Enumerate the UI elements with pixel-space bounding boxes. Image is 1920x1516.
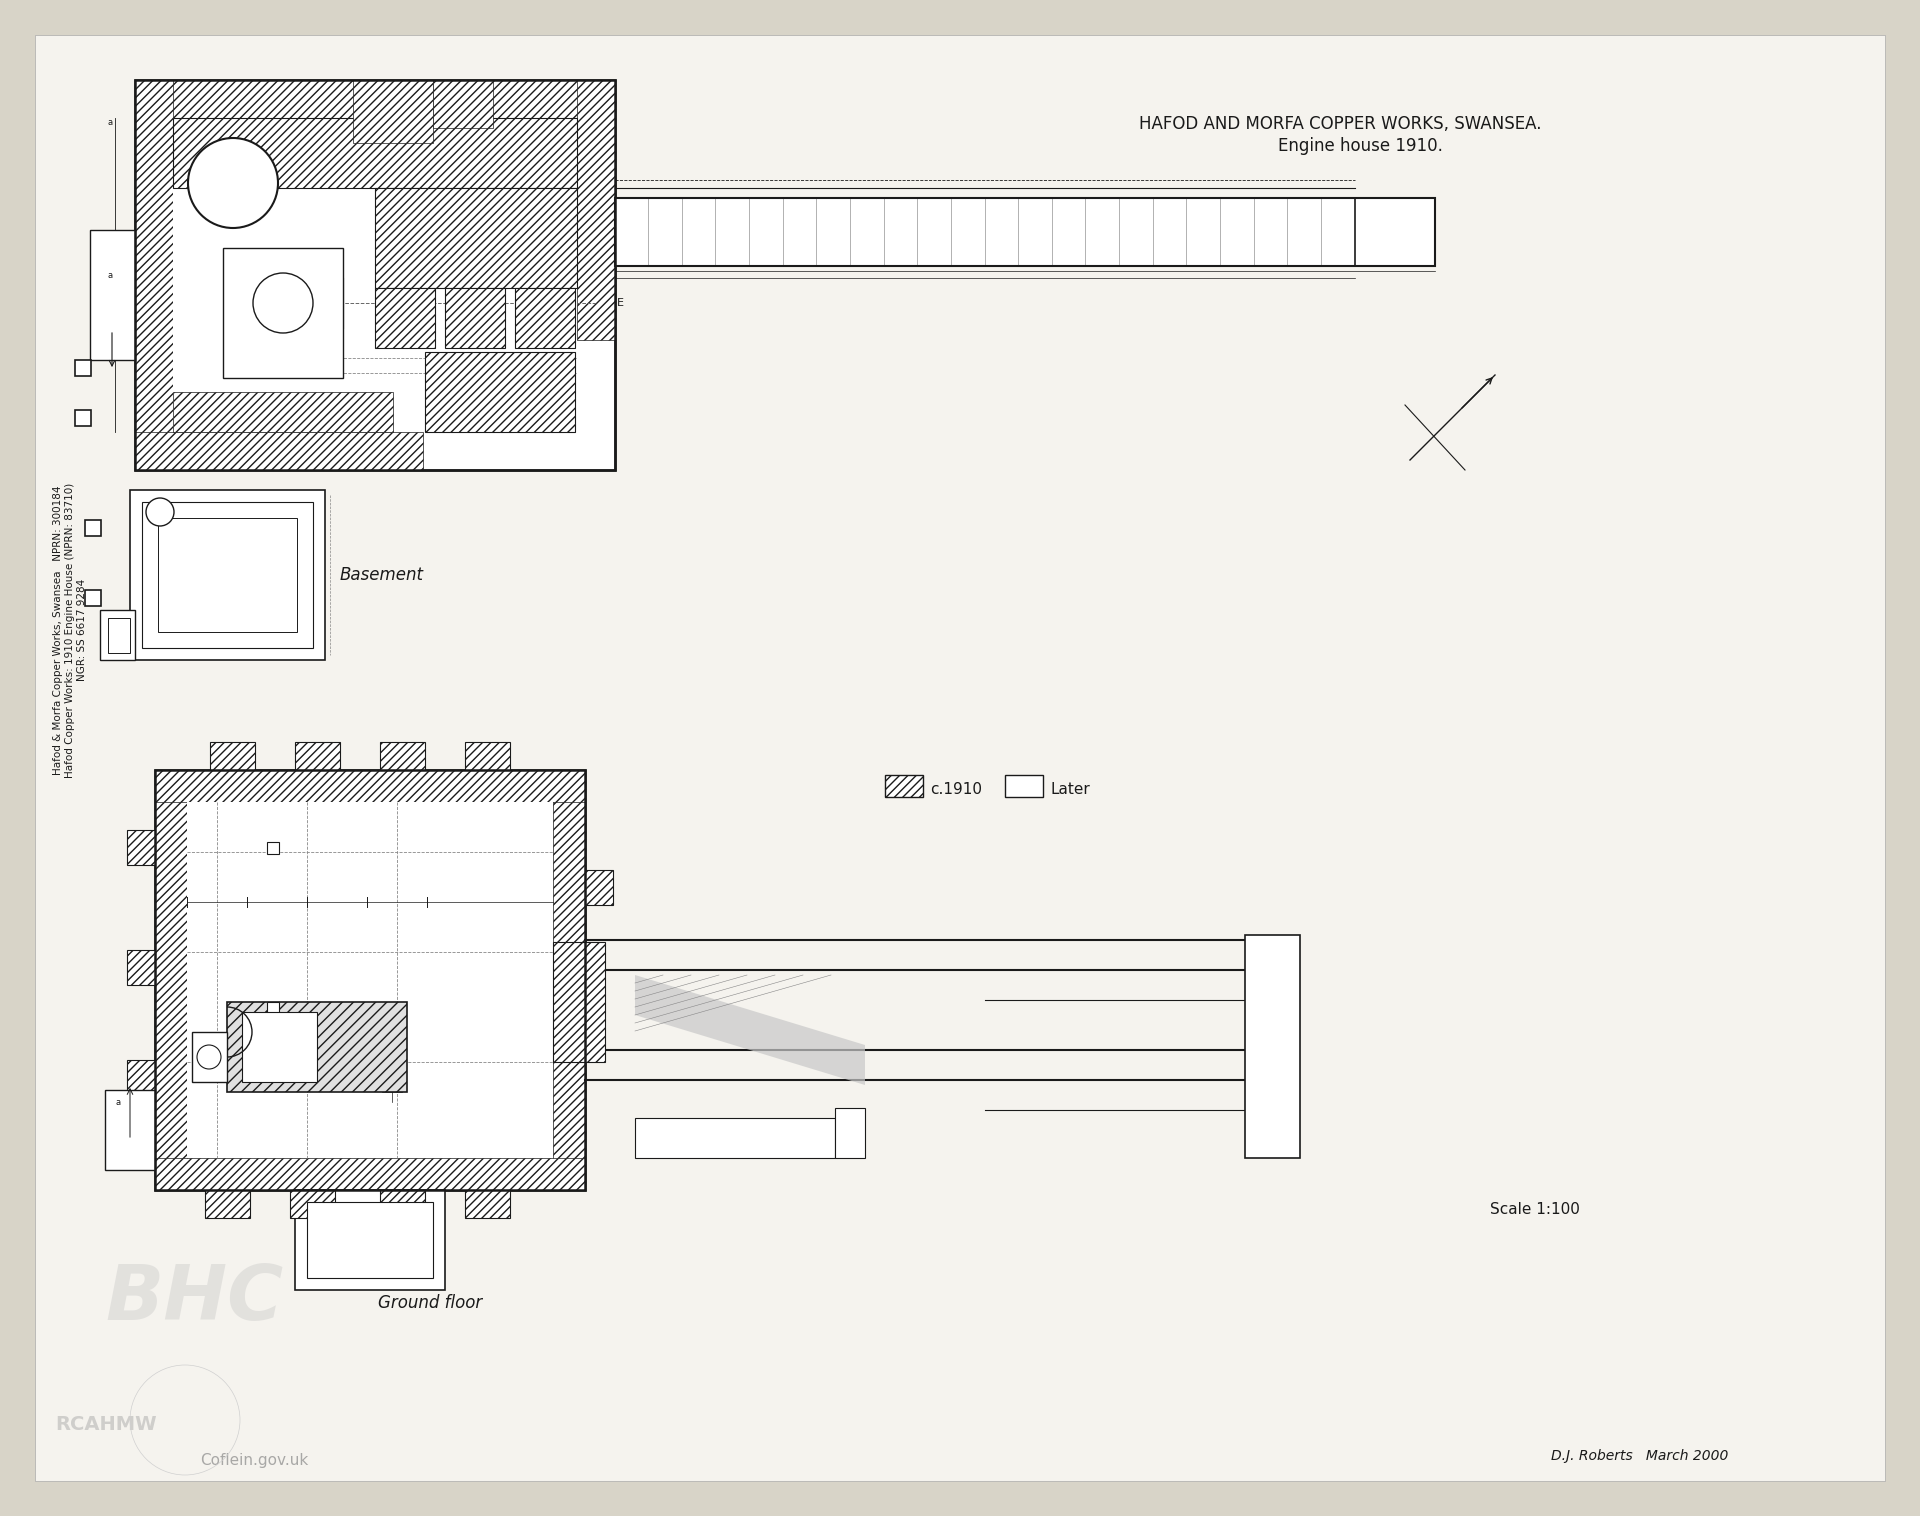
Bar <box>578 80 614 340</box>
Text: a: a <box>108 270 113 279</box>
Bar <box>307 1202 434 1278</box>
Bar <box>127 1060 156 1095</box>
Bar <box>192 1032 227 1082</box>
Bar <box>835 1108 866 1158</box>
Bar <box>242 1013 317 1082</box>
Bar <box>156 1158 586 1190</box>
Bar <box>156 770 586 1190</box>
Bar <box>127 829 156 866</box>
Bar <box>445 288 505 349</box>
Bar <box>134 432 422 470</box>
Bar <box>424 352 574 432</box>
Bar <box>106 1090 156 1170</box>
Bar <box>636 1117 835 1158</box>
Circle shape <box>146 497 175 526</box>
Text: c.1910: c.1910 <box>929 782 981 796</box>
Text: D.J. Roberts   March 2000: D.J. Roberts March 2000 <box>1551 1449 1728 1463</box>
Bar <box>380 741 424 770</box>
Bar <box>100 609 134 659</box>
Text: E: E <box>616 299 624 308</box>
Text: Scale 1:100: Scale 1:100 <box>1490 1202 1580 1217</box>
Bar <box>108 619 131 653</box>
Bar <box>205 1190 250 1217</box>
Bar <box>173 118 578 188</box>
Bar <box>134 80 614 470</box>
Bar <box>374 288 436 349</box>
Bar <box>127 951 156 985</box>
Bar <box>1244 935 1300 1158</box>
Circle shape <box>253 273 313 334</box>
Bar <box>173 118 578 432</box>
Bar <box>142 502 313 647</box>
Bar <box>465 1190 511 1217</box>
Text: BHC: BHC <box>106 1261 282 1336</box>
Bar <box>90 230 134 359</box>
Bar <box>885 775 924 797</box>
Bar <box>75 409 90 426</box>
Bar <box>186 802 553 1158</box>
Bar <box>1356 199 1434 265</box>
Bar <box>134 80 614 118</box>
Text: Engine house 1910.: Engine house 1910. <box>1277 136 1442 155</box>
Text: a: a <box>115 1098 121 1107</box>
Bar <box>156 770 586 802</box>
Bar <box>223 249 344 377</box>
Bar <box>553 770 586 1190</box>
Bar <box>84 520 102 537</box>
Bar <box>131 490 324 659</box>
Bar <box>173 393 394 432</box>
Bar <box>296 741 340 770</box>
Bar <box>134 80 614 470</box>
Bar <box>134 80 173 470</box>
Text: NGR: SS 6617 9284: NGR: SS 6617 9284 <box>77 579 86 681</box>
Bar <box>290 1190 334 1217</box>
Bar <box>434 80 493 127</box>
Text: RCAHMW: RCAHMW <box>56 1414 157 1434</box>
Bar <box>84 590 102 606</box>
Bar <box>614 199 1434 265</box>
Bar <box>267 841 278 854</box>
Text: HAFOD AND MORFA COPPER WORKS, SWANSEA.: HAFOD AND MORFA COPPER WORKS, SWANSEA. <box>1139 115 1542 133</box>
Bar <box>227 1002 407 1092</box>
Bar <box>374 188 578 288</box>
Text: Basement: Basement <box>340 565 424 584</box>
Bar <box>1004 775 1043 797</box>
Bar <box>586 870 612 905</box>
Bar <box>296 1190 445 1290</box>
Bar <box>157 518 298 632</box>
Bar <box>515 288 574 349</box>
Circle shape <box>198 1045 221 1069</box>
Polygon shape <box>636 975 866 1085</box>
Bar <box>156 770 586 1190</box>
Bar <box>553 941 605 1063</box>
Text: Coflein.gov.uk: Coflein.gov.uk <box>200 1452 309 1467</box>
Bar <box>380 1190 424 1217</box>
Circle shape <box>188 138 278 227</box>
Bar <box>267 1002 278 1014</box>
Text: a: a <box>108 118 113 127</box>
Bar <box>209 741 255 770</box>
Bar <box>353 80 434 143</box>
Text: Ground floor: Ground floor <box>378 1295 482 1311</box>
Text: Later: Later <box>1050 782 1091 796</box>
Bar <box>156 770 186 1190</box>
Bar <box>465 741 511 770</box>
Bar <box>614 199 1434 265</box>
Text: Hafod & Morfa Copper Works, Swansea   NPRN: 300184: Hafod & Morfa Copper Works, Swansea NPRN… <box>54 485 63 775</box>
Text: Hafod Copper Works: 1910 Engine House (NPRN: 83710): Hafod Copper Works: 1910 Engine House (N… <box>65 482 75 778</box>
Bar <box>75 359 90 376</box>
